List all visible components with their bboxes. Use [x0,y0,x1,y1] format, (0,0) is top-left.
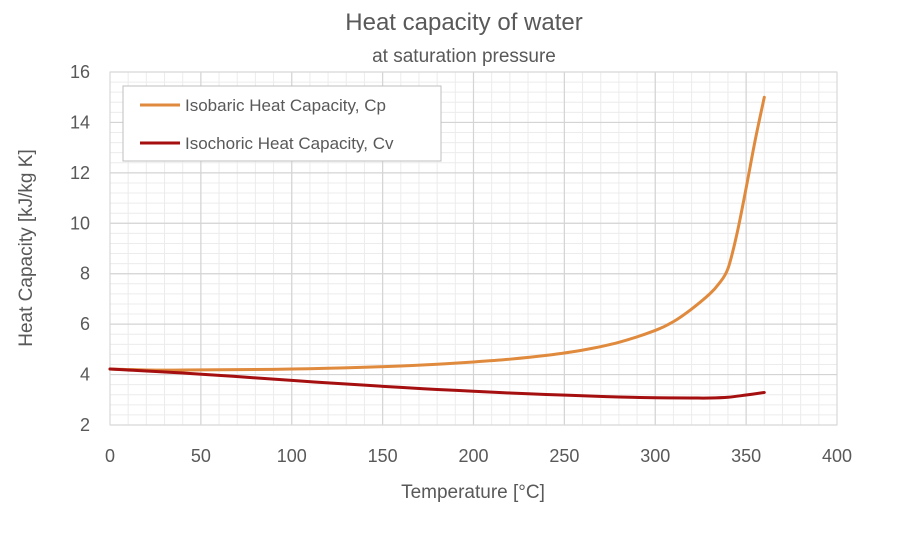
x-tick-label: 400 [822,446,852,466]
x-tick-label: 200 [458,446,488,466]
y-tick-label: 2 [80,415,90,435]
y-tick-label: 6 [80,314,90,334]
legend: Isobaric Heat Capacity, Cp Isochoric Hea… [122,85,442,162]
legend-label-cv: Isochoric Heat Capacity, Cv [185,134,394,153]
legend-label-cp: Isobaric Heat Capacity, Cp [185,96,386,115]
y-axis-tick-labels: 2 4 6 8 10 12 14 16 [70,62,90,435]
y-tick-label: 12 [70,163,90,183]
x-tick-label: 300 [640,446,670,466]
chart-subtitle: at saturation pressure [372,46,556,67]
x-tick-label: 50 [191,446,211,466]
x-tick-label: 350 [731,446,761,466]
x-tick-label: 100 [277,446,307,466]
series-line-cv [108,367,766,400]
series-line-cp [108,95,766,372]
x-tick-label: 150 [368,446,398,466]
legend-box [122,85,442,162]
y-tick-label: 14 [70,112,90,132]
x-tick-label: 0 [105,446,115,466]
chart-title: Heat capacity of water [345,9,582,36]
y-tick-label: 16 [70,62,90,82]
x-axis-label: Temperature [°C] [401,482,545,503]
x-tick-label: 250 [549,446,579,466]
plot-area-border [109,71,838,426]
y-tick-label: 8 [80,264,90,284]
series-layer [108,95,766,400]
y-tick-label: 10 [70,213,90,233]
x-axis-tick-labels: 0 50 100 150 200 250 300 350 400 [105,446,852,466]
y-axis-label: Heat Capacity [kJ/kg K] [16,149,37,346]
y-tick-label: 4 [80,365,90,385]
